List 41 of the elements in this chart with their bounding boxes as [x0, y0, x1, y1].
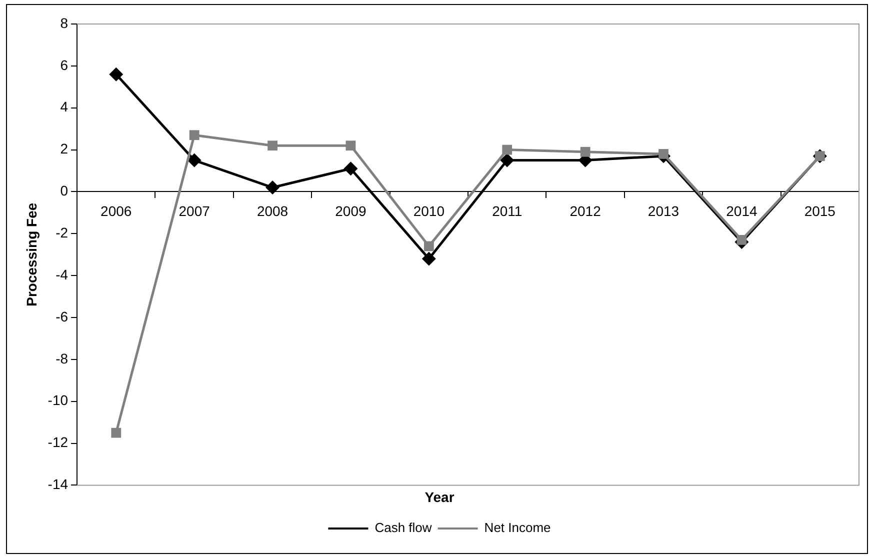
point [502, 144, 512, 155]
x-tick-label: 2013 [648, 202, 680, 219]
y-tick-label: 0 [60, 182, 68, 199]
x-tick-label: 2010 [413, 202, 445, 219]
y-tick-label: -14 [48, 476, 68, 492]
x-tick-label: 2008 [256, 202, 288, 219]
y-tick-label: -8 [56, 350, 68, 366]
y-tick-label: 6 [60, 56, 68, 73]
x-tick-label: 2007 [178, 202, 210, 219]
point [344, 162, 358, 176]
y-axis-title: Processing Fee [23, 202, 40, 306]
point [736, 234, 747, 245]
y-tick-label: -10 [48, 392, 68, 408]
point [658, 149, 668, 159]
y-tick-label: 2 [60, 140, 68, 157]
x-tick-label: 2012 [570, 202, 602, 219]
point [268, 140, 278, 151]
x-tick-label: 2011 [492, 202, 522, 219]
y-tick-label: -12 [48, 434, 68, 450]
y-tick-label: 4 [60, 98, 68, 115]
y-tick-label: -6 [56, 308, 68, 324]
point [266, 180, 280, 195]
legend-label: Net Income [484, 520, 551, 536]
point [500, 153, 514, 168]
point [424, 241, 434, 252]
point [187, 153, 202, 168]
point [580, 146, 590, 157]
point [346, 140, 356, 151]
point [111, 428, 122, 438]
point [422, 252, 436, 266]
y-tick-label: -2 [56, 224, 68, 240]
x-tick-label: 2009 [335, 202, 367, 219]
y-tick-label: 8 [60, 14, 68, 31]
x-tick-label: 2006 [100, 202, 132, 219]
legend-label: Cash flow [374, 520, 432, 536]
x-axis-title: Year [424, 489, 455, 506]
x-tick-label: 2015 [804, 202, 836, 219]
point [109, 67, 124, 82]
point [189, 130, 200, 140]
y-tick-label: -4 [56, 266, 68, 282]
x-tick-label: 2014 [726, 202, 758, 219]
